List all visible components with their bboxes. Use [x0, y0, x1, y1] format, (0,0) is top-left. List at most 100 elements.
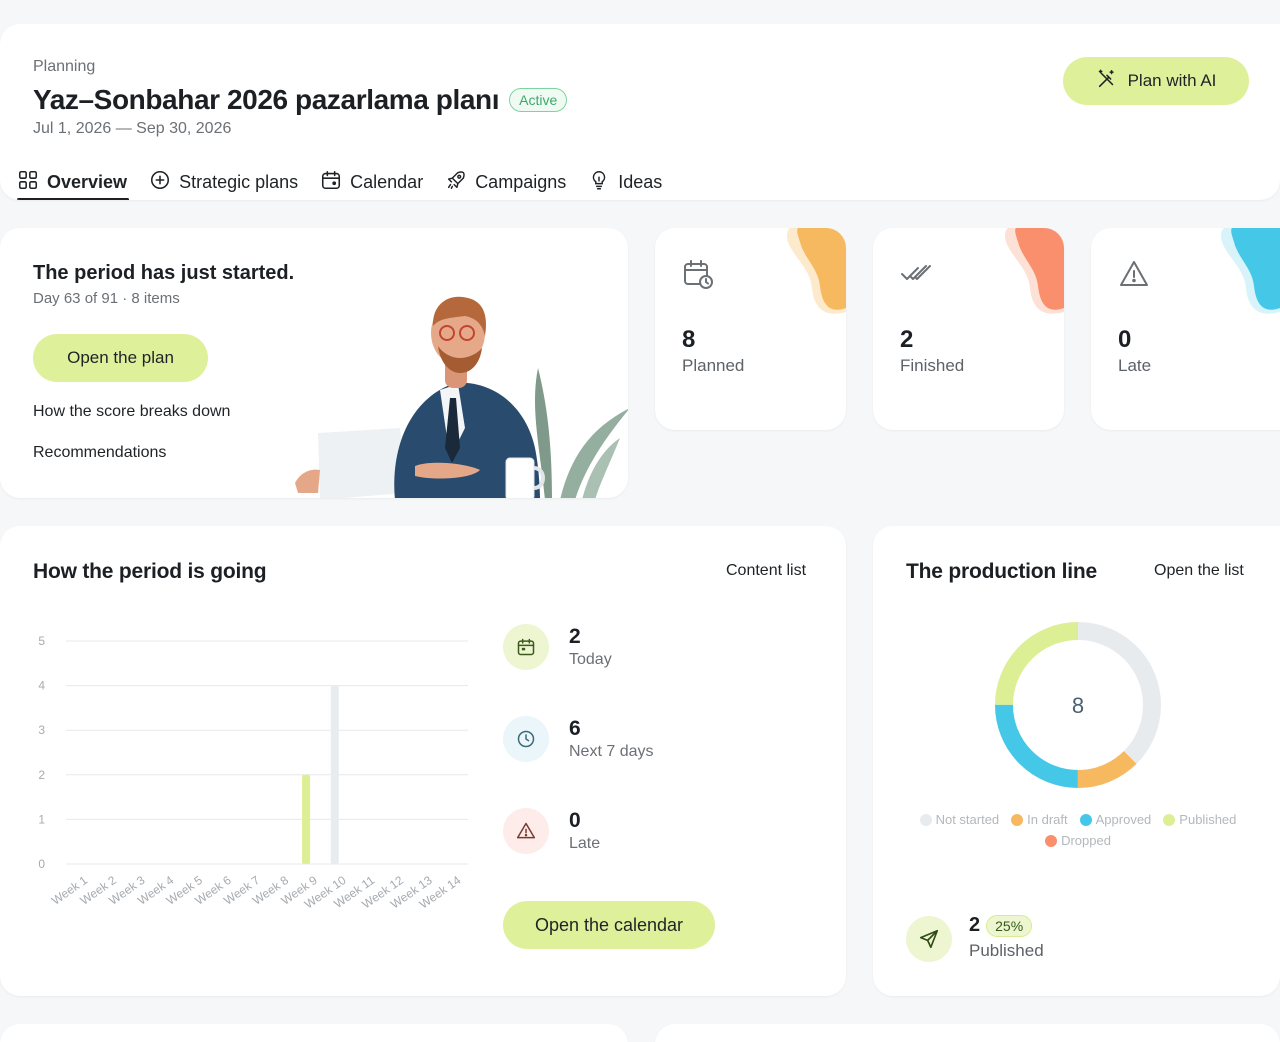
title-row: Yaz–Sonbahar 2026 pazarlama planı Active: [33, 84, 568, 116]
plan-with-ai-button[interactable]: Plan with AI: [1063, 57, 1249, 105]
warning-icon: [1118, 258, 1150, 290]
warning-icon: [503, 808, 549, 854]
open-list-link[interactable]: Open the list: [1154, 562, 1244, 579]
accent-blob: [786, 228, 846, 314]
production-donut-chart: 8: [995, 622, 1161, 788]
tab-campaigns[interactable]: Campaigns: [445, 164, 568, 200]
next-card-right: [655, 1024, 1280, 1042]
stat-value: 8: [682, 326, 696, 353]
plan-with-ai-label: Plan with AI: [1127, 71, 1217, 90]
plan-dates: Jul 1, 2026 — Sep 30, 2026: [33, 120, 232, 137]
metric-value: 2: [569, 625, 581, 648]
published-value: 2: [969, 914, 981, 936]
recommendations-link[interactable]: Recommendations: [33, 444, 167, 461]
calendar-icon: [320, 169, 342, 196]
tab-bar: Overview Strategic plans Calendar Campai…: [17, 164, 664, 200]
score-breakdown-link[interactable]: How the score breaks down: [33, 403, 231, 420]
y-tick-label: 2: [38, 768, 45, 782]
period-status-title: The period has just started.: [33, 262, 295, 284]
tab-overview[interactable]: Overview: [17, 164, 130, 200]
accent-blob: [1004, 228, 1064, 314]
period-progress-card: How the period is going Content list 0 1 2…: [0, 526, 846, 996]
donut-legend: Not started In draft Approved Published …: [903, 812, 1253, 848]
legend-label: In draft: [1027, 812, 1068, 827]
legend-dot: [1163, 813, 1176, 826]
y-tick-label: 3: [38, 723, 45, 737]
published-count: 2 25%: [969, 914, 1033, 937]
calendar-clock-icon: [682, 258, 714, 290]
legend-label: Dropped: [1061, 833, 1111, 848]
plus-circle-icon: [149, 169, 171, 196]
open-calendar-button[interactable]: Open the calendar: [503, 901, 715, 949]
stat-label: Finished: [900, 356, 965, 375]
magic-wand-icon: [1096, 68, 1118, 95]
businessman-illustration: [295, 296, 628, 498]
legend-label: Not started: [935, 812, 1000, 827]
legend-label: Approved: [1095, 812, 1152, 827]
donut-segment: [995, 622, 1161, 788]
legend-item[interactable]: Not started: [919, 812, 1000, 827]
tab-label: Campaigns: [475, 171, 567, 192]
donut-segment: [995, 622, 1161, 788]
grid-icon: [17, 169, 39, 196]
send-icon: [906, 916, 952, 962]
double-check-icon: [900, 258, 932, 290]
y-tick-label: 1: [38, 812, 45, 826]
published-label: Published: [969, 941, 1044, 960]
stat-value: 2: [900, 326, 914, 353]
legend-dot: [1045, 834, 1058, 847]
production-title: The production line: [906, 560, 1098, 583]
donut-total: 8: [1072, 693, 1084, 718]
planned-stat-card[interactable]: 8 Planned: [655, 228, 846, 430]
progress-title: How the period is going: [33, 560, 267, 583]
metric-value: 0: [569, 809, 581, 832]
legend-dot: [1079, 813, 1092, 826]
late-stat-card[interactable]: 0 Late: [1091, 228, 1280, 430]
legend-item[interactable]: Approved: [1079, 812, 1152, 827]
legend-dot: [919, 813, 932, 826]
next-card-left: [0, 1024, 628, 1042]
metric-label: Today: [569, 651, 612, 668]
y-tick-label: 5: [38, 634, 45, 648]
production-line-card: The production line Open the list 8 Not …: [873, 526, 1280, 996]
stat-label: Late: [1118, 356, 1152, 375]
stat-label: Planned: [682, 356, 745, 375]
clock-icon: [503, 716, 549, 762]
stat-value: 0: [1118, 326, 1132, 353]
metric-label: Late: [569, 835, 601, 852]
lightbulb-icon: [588, 169, 610, 196]
page-title: Yaz–Sonbahar 2026 pazarlama planı: [33, 84, 500, 115]
status-badge: Active: [509, 88, 568, 112]
calendar-icon: [503, 624, 549, 670]
finished-stat-card[interactable]: 2 Finished: [873, 228, 1064, 430]
y-tick-label: 4: [38, 679, 45, 693]
tab-strategic-plans[interactable]: Strategic plans: [149, 164, 300, 200]
metric-label: Next 7 days: [569, 743, 654, 760]
metric-today[interactable]: 2 Today: [503, 624, 612, 670]
metric-next-7-days[interactable]: 6 Next 7 days: [503, 716, 653, 762]
content-list-link[interactable]: Content list: [726, 562, 807, 579]
period-status-card: The period has just started. Day 63 of 9…: [0, 228, 628, 498]
breadcrumb[interactable]: Planning: [33, 58, 96, 75]
legend-item[interactable]: Dropped: [1045, 833, 1111, 848]
metric-late[interactable]: 0 Late: [503, 808, 600, 854]
tab-label: Overview: [47, 171, 128, 192]
metric-value: 6: [569, 717, 581, 740]
legend-item[interactable]: In draft: [1011, 812, 1068, 827]
published-percent-badge: 25%: [986, 914, 1033, 937]
y-tick-label: 0: [38, 857, 45, 871]
rocket-icon: [445, 169, 467, 196]
tab-ideas[interactable]: Ideas: [588, 164, 664, 200]
open-plan-button[interactable]: Open the plan: [33, 334, 208, 382]
tab-label: Strategic plans: [179, 171, 299, 192]
chart-bar: [330, 685, 339, 864]
tab-label: Calendar: [350, 171, 424, 192]
legend-label: Published: [1179, 812, 1237, 827]
accent-blob: [1220, 228, 1280, 314]
legend-item[interactable]: Published: [1163, 812, 1236, 827]
period-status-subtitle: Day 63 of 91 · 8 items: [33, 290, 180, 307]
legend-dot: [1011, 813, 1024, 826]
tab-calendar[interactable]: Calendar: [320, 164, 425, 200]
tab-label: Ideas: [618, 171, 663, 192]
